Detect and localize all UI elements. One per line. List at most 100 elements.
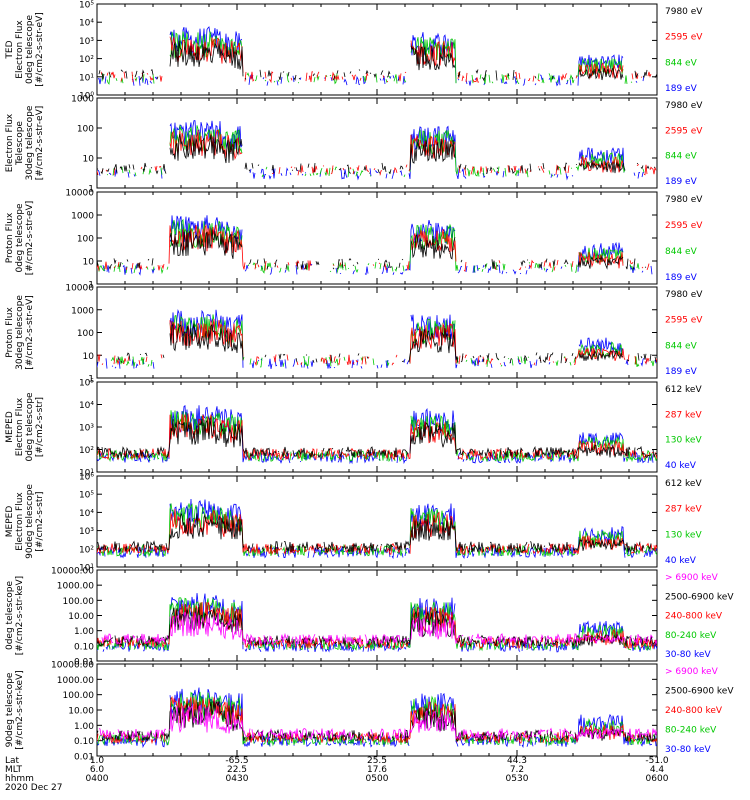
legend-entry: 189 eV: [665, 84, 698, 94]
footer-hhmm-value: 0530: [506, 774, 529, 784]
legend-entry: 7980 eV: [665, 290, 703, 300]
y-axis-label: Electron Flux: [5, 113, 15, 172]
y-tick-label: 10⁶: [79, 473, 94, 483]
footer-lat-value: -65.5: [225, 756, 248, 766]
series-trace: [101, 611, 657, 646]
legend-entry: 612 keV: [665, 385, 702, 395]
y-tick-label: 1000.00: [57, 676, 94, 686]
legend-entry: 844 eV: [665, 152, 698, 162]
footer-mlt-value: 6.0: [90, 765, 105, 775]
y-tick-label: 1.00: [74, 722, 94, 732]
footer-row-label: hhmm: [5, 774, 34, 784]
y-tick-label: 10: [83, 155, 95, 165]
y-tick-label: 1: [88, 375, 94, 385]
y-tick-label: 0.01: [74, 658, 94, 668]
series-trace: [97, 410, 657, 463]
y-tick-label: 10.00: [68, 612, 94, 622]
y-axis-label: [#/cm2-s-str-keV]: [15, 576, 25, 655]
legend-entry: 240-800 keV: [665, 612, 723, 622]
series-trace: [97, 129, 657, 176]
legend-entry: 7980 eV: [665, 195, 703, 205]
y-tick-label: 10: [83, 352, 95, 362]
y-tick-label: 10⁵: [79, 1, 94, 11]
y-axis-label: [#/cm2-s-str]: [35, 491, 45, 551]
y-tick-label: 1.00: [74, 627, 94, 637]
series-trace: [98, 40, 657, 82]
legend-entry: 80-240 keV: [665, 631, 717, 641]
y-axis-label: 0deg telescope: [5, 581, 15, 651]
panel-1: 10⁰ 10¹ 10² 10³ 10⁴ 10⁵ TED Electron Flux 0deg t…: [5, 1, 703, 102]
data-traces: [97, 593, 657, 653]
footer-mlt-value: 22.5: [227, 765, 247, 775]
y-axis-label: 0deg telescope: [25, 15, 35, 85]
y-axis-label: 0deg telescope: [25, 392, 35, 462]
series-trace: [97, 319, 657, 367]
y-tick-label: 1000: [71, 306, 94, 316]
y-axis-label: [#/cm2-s-str-eV]: [35, 106, 45, 181]
panel-6: 10¹ 10² 10³ 10⁴ 10⁵ 10⁶ MEPED Electron Flux 90de…: [5, 473, 702, 574]
footer-lat-value: 44.3: [507, 756, 527, 766]
data-traces: [97, 687, 657, 749]
legend-entry: 287 keV: [665, 505, 702, 515]
y-axis-label: [#/cm2-s-str-eV]: [25, 295, 35, 370]
y-axis-label: Electron Flux: [15, 492, 25, 551]
legend-entry: > 6900 keV: [665, 667, 719, 677]
y-tick-label: 10.00: [68, 707, 94, 717]
y-tick-label: 10¹: [79, 73, 94, 83]
y-tick-label: 100.00: [63, 597, 95, 607]
legend-entry: 189 eV: [665, 177, 698, 187]
y-tick-label: 100: [77, 235, 94, 245]
data-traces: [98, 27, 657, 86]
legend-entry: 7980 eV: [665, 7, 703, 17]
footer-hhmm-value: 0600: [646, 774, 669, 784]
legend-entry: 130 keV: [665, 530, 702, 540]
y-axis-label: 90deg telescope: [5, 672, 15, 747]
footer-lat-value: -51.0: [645, 756, 669, 766]
legend-entry: 2500-6900 keV: [665, 592, 734, 602]
footer-hhmm-value: 0500: [366, 774, 389, 784]
series-trace: [97, 134, 657, 174]
panel-frame: [96, 475, 658, 568]
y-tick-label: 10⁴: [79, 19, 94, 29]
y-tick-label: 100.00: [63, 691, 95, 701]
y-tick-label: 0.10: [74, 642, 94, 652]
y-tick-label: 10⁰: [79, 92, 94, 102]
series-trace: [97, 405, 657, 463]
legend-entry: > 6900 keV: [665, 573, 719, 583]
panel-7: 0.01 0.10 1.00 10.00 100.00 1000.00 10000.00 0d…: [5, 567, 734, 668]
series-trace: [98, 705, 657, 741]
y-tick-label: 10000: [65, 189, 94, 199]
y-tick-label: 10: [83, 258, 95, 268]
data-traces: [97, 309, 657, 369]
series-trace: [117, 323, 657, 364]
panel-5: 10¹ 10² 10³ 10⁴ 10⁵ MEPED Electron Flux 0deg te…: [5, 379, 702, 479]
footer-row-label: 2020 Dec 27: [5, 783, 63, 793]
data-traces: [97, 121, 657, 179]
y-tick-label: 1: [88, 281, 94, 291]
y-tick-label: 10⁵: [79, 379, 94, 389]
data-traces: [97, 405, 657, 463]
y-tick-label: 1000: [71, 212, 94, 222]
y-axis-label: [#/cm2-s-str]: [35, 397, 45, 457]
series-trace: [100, 36, 652, 84]
y-tick-label: 10³: [79, 527, 94, 537]
y-axis-label: 30deg telescope: [15, 295, 25, 370]
y-tick-label: 0.10: [74, 737, 94, 747]
series-trace: [97, 309, 657, 369]
y-axis-label: Telescope: [15, 121, 25, 166]
series-trace: [97, 418, 657, 459]
y-tick-label: 1: [88, 185, 94, 195]
y-tick-label: 1000.00: [57, 582, 94, 592]
y-axis-label: TED: [5, 40, 15, 59]
y-tick-label: 10²: [79, 446, 94, 456]
legend-entry: 844 eV: [665, 58, 698, 68]
y-tick-label: 10000.00: [51, 661, 94, 671]
y-axis-label: 30deg telescope: [25, 105, 35, 180]
y-axis-label: [#/cm2-s-str-keV]: [15, 670, 25, 749]
legend-entry: 80-240 keV: [665, 726, 717, 736]
series-trace: [97, 606, 657, 648]
footer-mlt-value: 7.2: [510, 765, 524, 775]
y-axis-label: Proton Flux: [5, 212, 15, 263]
